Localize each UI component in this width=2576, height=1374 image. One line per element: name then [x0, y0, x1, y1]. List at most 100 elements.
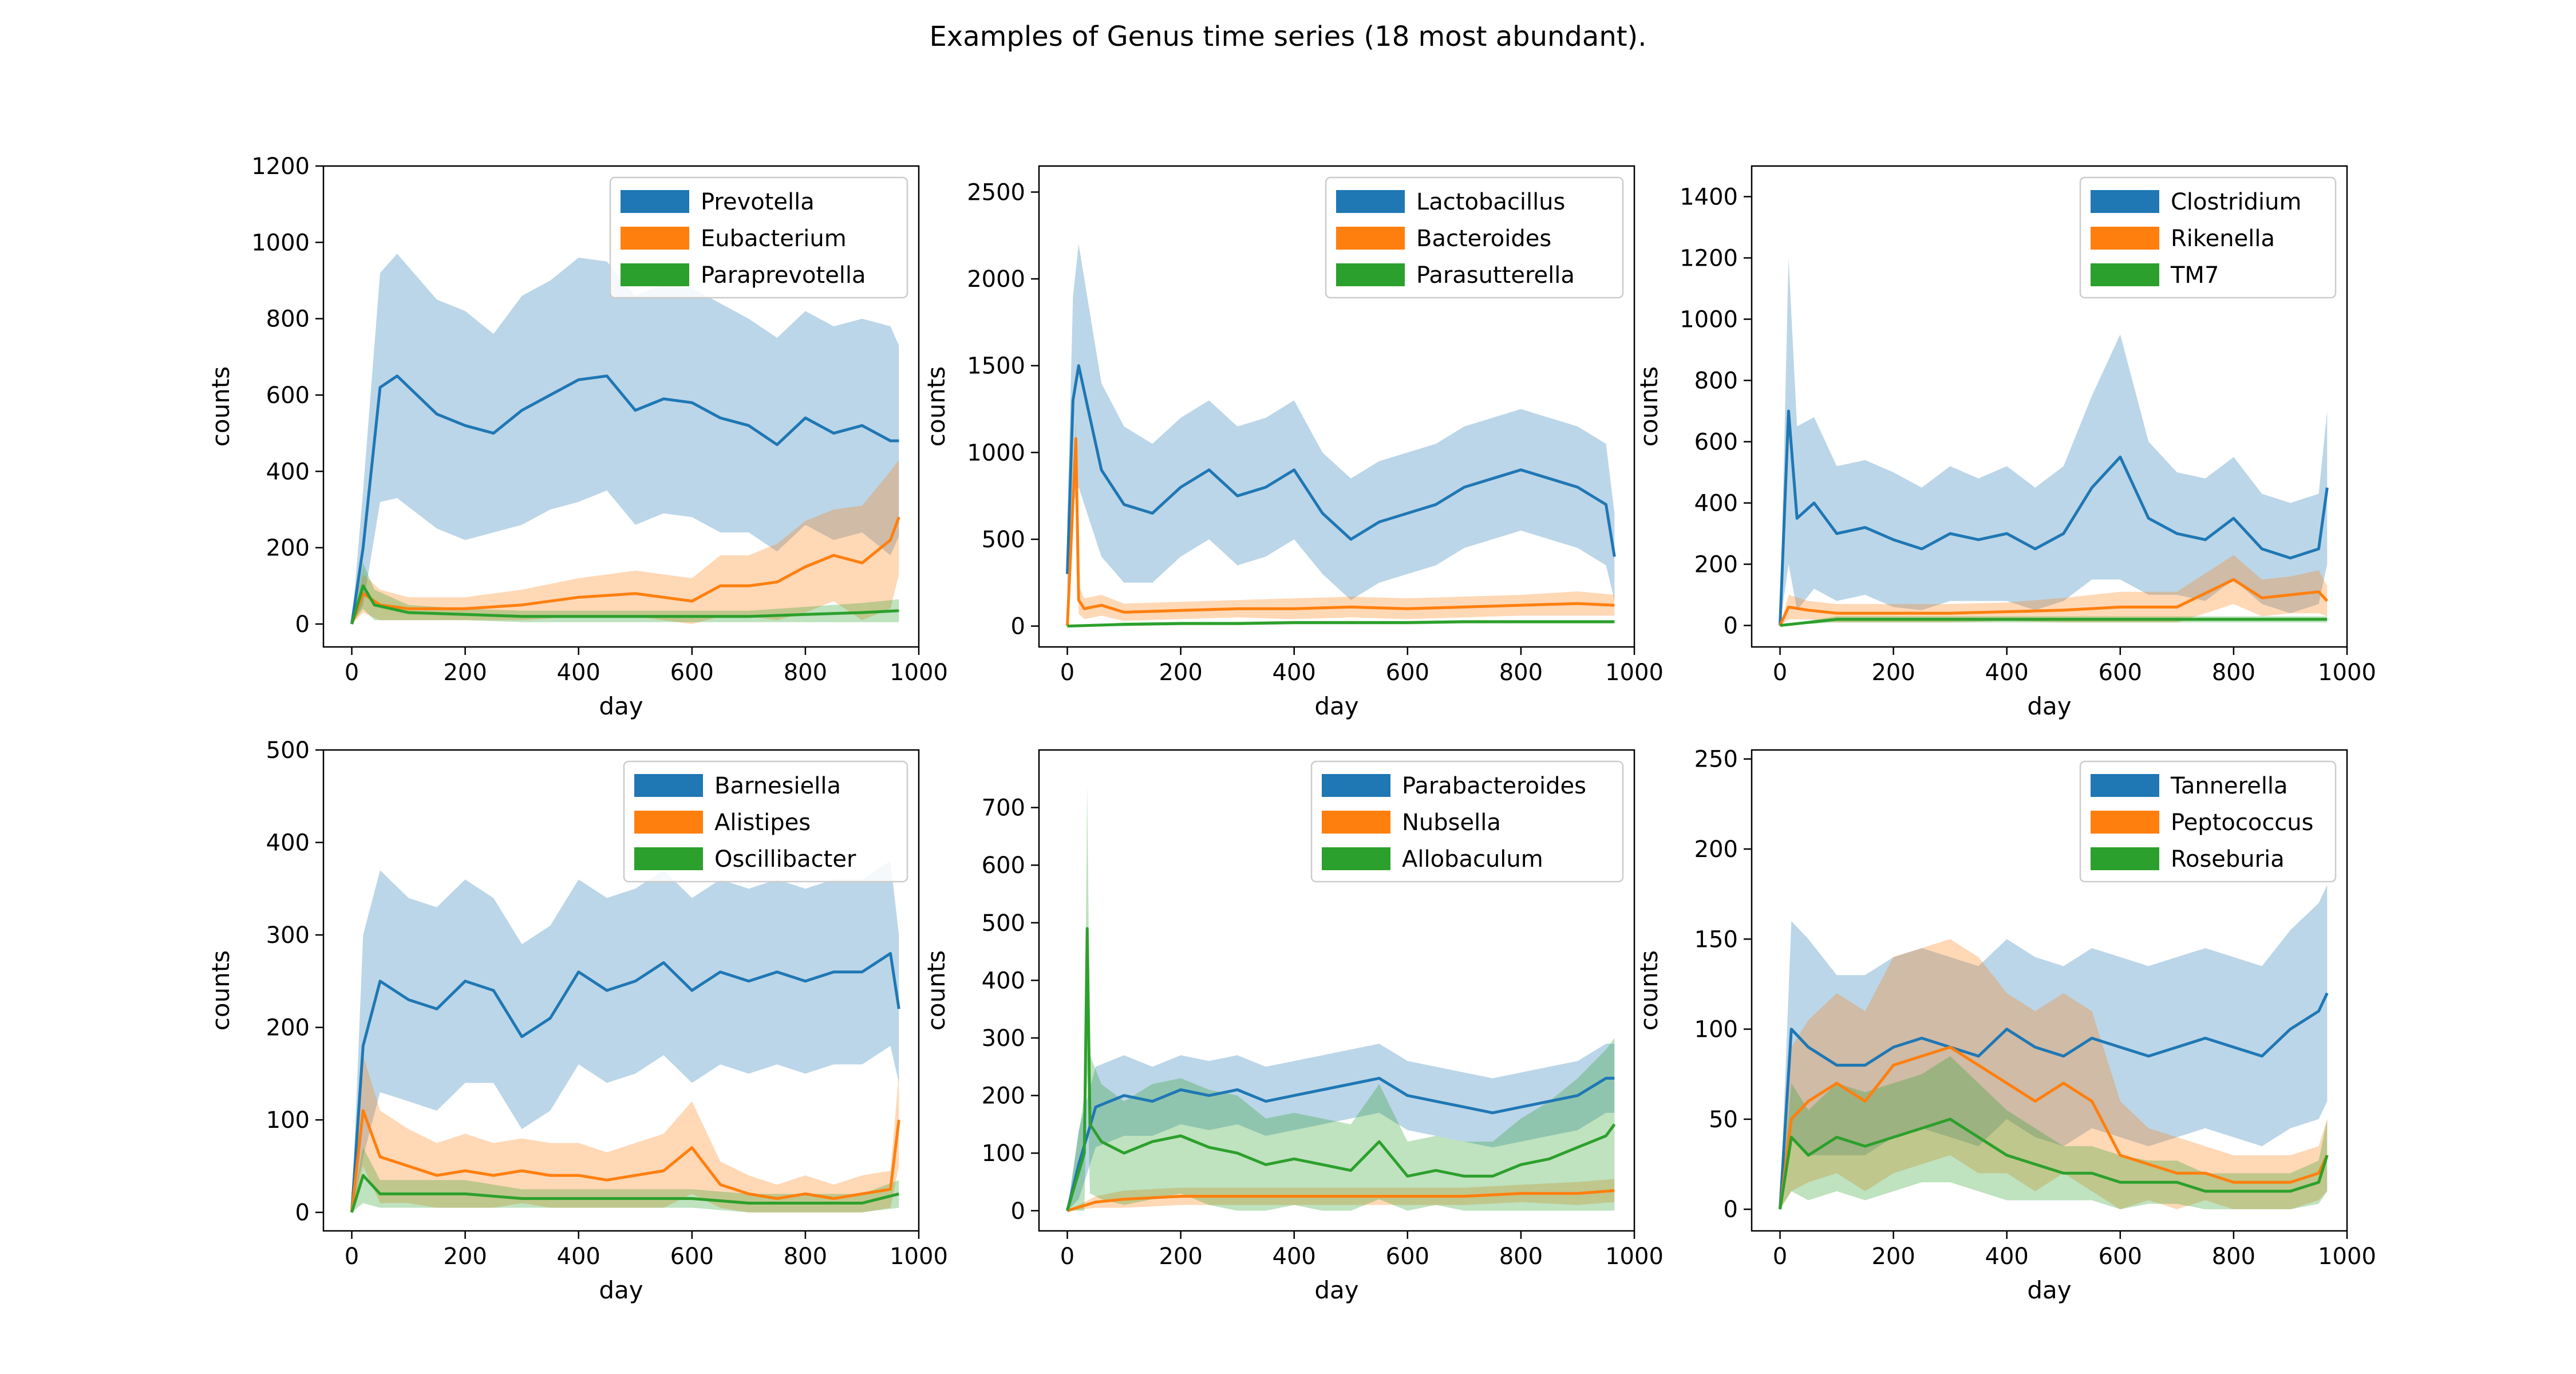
legend-entry: Barnesiella	[714, 773, 841, 799]
legend-swatch	[1322, 847, 1390, 870]
x-axis-label: day	[2027, 1276, 2071, 1304]
confidence-band-1	[351, 254, 899, 624]
x-tick-label: 1000	[890, 1243, 948, 1270]
x-tick-label: 1000	[1605, 660, 1664, 686]
legend-entry: Lactobacillus	[1416, 189, 1565, 215]
legend-entry: Tannerella	[2170, 773, 2288, 799]
confidence-band-1	[351, 860, 899, 1213]
x-tick-label: 800	[1499, 660, 1543, 686]
legend-swatch	[2091, 811, 2159, 834]
x-tick-label: 800	[1499, 1243, 1543, 1270]
x-tick-label: 600	[670, 1243, 714, 1270]
x-tick-label: 200	[443, 660, 487, 686]
chart-panel-5: 0 200 400 600 800 1000 0 100 200 300 400 500 600 700 d…	[922, 749, 1664, 1304]
y-axis-label: counts	[1635, 366, 1663, 447]
x-tick-label: 200	[1871, 1243, 1915, 1270]
y-tick-label: 100	[266, 1107, 310, 1134]
x-axis-label: day	[599, 1276, 643, 1304]
series-line-2	[1779, 578, 2329, 626]
x-tick-label: 0	[345, 1243, 359, 1270]
x-tick-label: 1000	[2318, 660, 2376, 686]
y-tick-label: 1200	[251, 153, 310, 180]
figure-title: Examples of Genus time series (18 most a…	[929, 21, 1646, 53]
y-tick-label: 200	[1694, 552, 1738, 578]
x-axis-label: day	[1314, 692, 1358, 720]
y-tick-label: 500	[266, 737, 310, 764]
y-tick-label: 200	[1694, 836, 1738, 863]
confidence-band-2	[1780, 939, 2328, 1210]
legend-entry: Parabacteroides	[1402, 773, 1586, 799]
confidence-band-1	[1780, 258, 2328, 626]
x-tick-label: 0	[1060, 660, 1074, 686]
y-tick-label: 1000	[1680, 307, 1738, 333]
y-tick-label: 200	[266, 535, 310, 562]
confidence-band-2	[1067, 421, 1615, 626]
axes-frame	[1038, 165, 1635, 648]
axes-frame	[1751, 749, 2348, 1232]
y-tick-label: 800	[1694, 368, 1738, 394]
legend-entry: Roseburia	[2171, 846, 2285, 872]
y-tick-label: 1000	[967, 440, 1025, 466]
x-tick-label: 400	[557, 660, 600, 686]
y-axis-label: counts	[922, 366, 950, 447]
y-tick-label: 600	[266, 382, 310, 409]
x-tick-label: 400	[1985, 660, 2029, 686]
legend-swatch	[621, 190, 689, 213]
chart-panel-3: 0 200 400 600 800 1000 0 200 400 600 800 1000 1200 14…	[1635, 165, 2376, 720]
legend-entry: Alistipes	[714, 810, 811, 836]
x-tick-label: 1000	[2318, 1243, 2376, 1270]
legend-swatch	[2091, 774, 2159, 797]
series-line-1	[350, 951, 900, 1213]
y-tick-label: 0	[295, 611, 310, 638]
y-tick-label: 100	[982, 1140, 1025, 1167]
x-tick-label: 1000	[890, 660, 948, 686]
x-tick-label: 400	[557, 1243, 600, 1270]
axes-frame	[322, 165, 920, 648]
y-tick-label: 1500	[967, 353, 1025, 380]
legend-swatch	[2091, 227, 2159, 250]
axes-frame	[322, 749, 920, 1232]
series-line-1	[1779, 992, 2329, 1210]
y-tick-label: 400	[266, 830, 310, 856]
y-tick-label: 100	[1694, 1017, 1738, 1043]
legend-entry: Allobaculum	[1402, 846, 1543, 872]
x-tick-label: 400	[1273, 660, 1316, 686]
legend-swatch	[1322, 811, 1390, 834]
legend-entry: Clostridium	[2171, 189, 2301, 215]
plot-area	[1779, 885, 2329, 1210]
legend-swatch	[2091, 190, 2159, 213]
series-line-2	[350, 516, 900, 625]
x-tick-label: 0	[1060, 1243, 1074, 1270]
legend: Clostridium Rikenella TM7	[2079, 176, 2337, 299]
legend-entry: Rikenella	[2171, 226, 2275, 252]
series-line-1	[350, 374, 899, 625]
legend-swatch	[1336, 263, 1405, 286]
chart-panel-1: 0 200 400 600 800 1000 0 200 400 600 800 1000 1200 da…	[207, 153, 948, 720]
x-axis-label: day	[2027, 692, 2071, 720]
plot-area	[1066, 784, 1616, 1213]
y-tick-label: 500	[982, 527, 1025, 553]
legend-swatch	[1322, 774, 1390, 797]
y-axis-label: counts	[207, 366, 235, 447]
y-tick-label: 600	[982, 852, 1025, 879]
chart-panel-2: 0 200 400 600 800 1000 0 500 1000 1500 2000 2500 day…	[922, 165, 1664, 720]
legend-swatch	[1336, 227, 1405, 250]
x-tick-label: 800	[2212, 1243, 2255, 1270]
y-tick-label: 50	[1709, 1107, 1738, 1133]
x-tick-label: 400	[1985, 1243, 2029, 1270]
x-tick-label: 200	[1871, 660, 1915, 686]
y-tick-label: 150	[1694, 926, 1738, 953]
legend-entry: Prevotella	[701, 189, 815, 215]
x-axis-label: day	[1314, 1276, 1358, 1304]
legend-swatch	[2091, 847, 2159, 870]
y-axis-label: counts	[207, 950, 235, 1030]
x-axis-label: day	[599, 692, 643, 720]
legend-entry: Nubsella	[1402, 810, 1501, 836]
series-line-2	[1779, 1045, 2329, 1210]
y-tick-label: 2000	[967, 266, 1025, 293]
y-tick-label: 1400	[1680, 184, 1738, 211]
confidence-band-2	[1780, 555, 2328, 626]
y-tick-label: 400	[1694, 491, 1738, 517]
y-tick-label: 300	[266, 922, 310, 949]
